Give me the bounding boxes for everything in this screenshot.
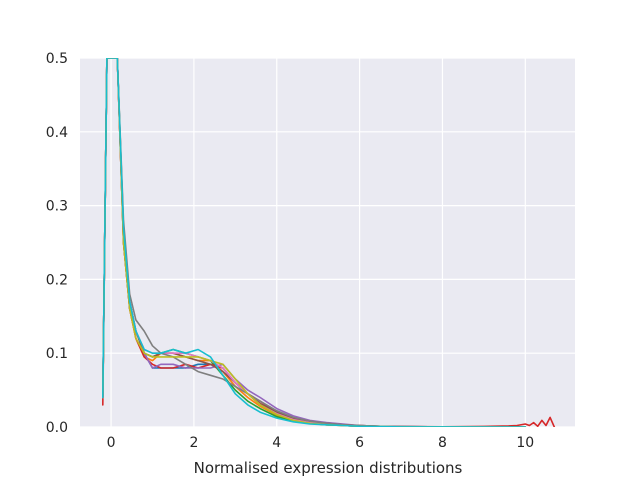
y-tick-label: 0.1 bbox=[46, 346, 68, 362]
x-tick-label: 0 bbox=[107, 435, 116, 451]
x-tick-label: 4 bbox=[272, 435, 281, 451]
y-tick-label: 0.0 bbox=[46, 420, 68, 436]
series-line-10 bbox=[102, 58, 527, 427]
series-group bbox=[102, 58, 556, 427]
x-tick-label: 2 bbox=[189, 435, 198, 451]
y-tick-label: 0.3 bbox=[46, 199, 68, 215]
x-tick-label: 8 bbox=[438, 435, 447, 451]
plot-area bbox=[80, 58, 575, 427]
grid bbox=[80, 57, 575, 428]
y-tick-label: 0.4 bbox=[46, 125, 68, 141]
y-tick-label: 0.5 bbox=[46, 51, 68, 67]
tick-labels: 0 2 4 6 8 10 0.0 0.1 0.2 0.3 0.4 0.5 bbox=[46, 51, 534, 451]
y-tick-label: 0.2 bbox=[46, 272, 68, 288]
x-tick-label: 6 bbox=[355, 435, 364, 451]
x-axis-label: Normalised expression distributions bbox=[194, 459, 463, 477]
x-tick-label: 10 bbox=[516, 435, 534, 451]
